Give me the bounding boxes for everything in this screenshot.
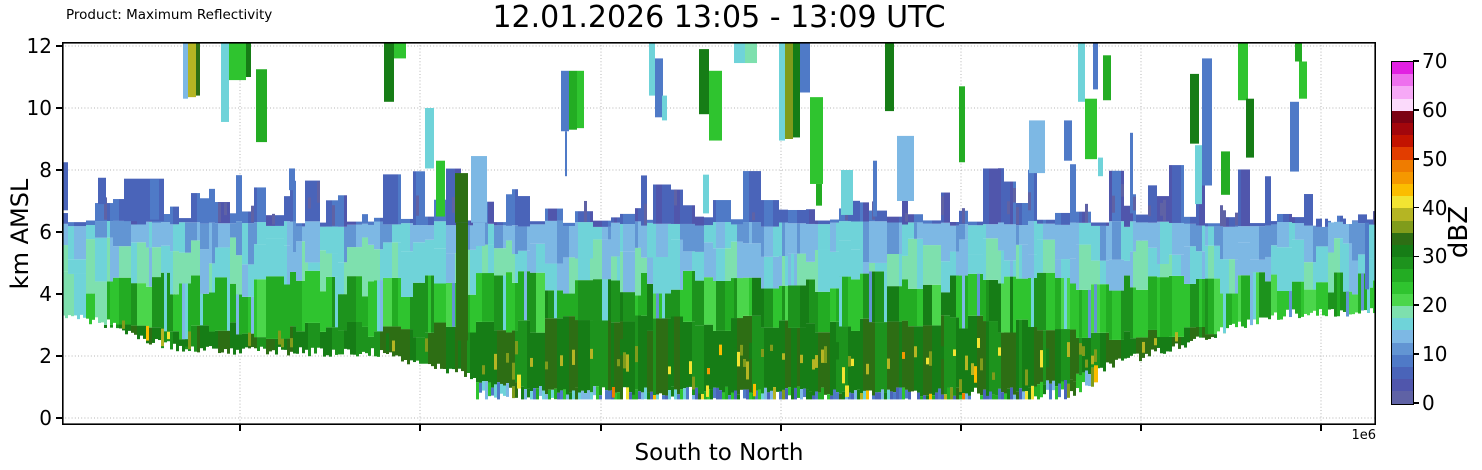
x-tick-mark — [960, 425, 962, 431]
colorbar-step — [1392, 147, 1413, 160]
colorbar-tick-label: 40 — [1422, 195, 1448, 220]
colorbar-step — [1392, 391, 1413, 404]
colorbar-step — [1392, 379, 1413, 392]
colorbar-tick-label: 0 — [1422, 391, 1435, 415]
colorbar-tick-label: 30 — [1422, 244, 1448, 269]
colorbar-step — [1392, 62, 1413, 75]
colorbar-step — [1392, 330, 1413, 343]
y-tick-mark — [56, 107, 62, 109]
x-tick-mark — [1140, 425, 1142, 431]
x-tick-mark — [780, 425, 782, 431]
y-tick-label: 2 — [39, 344, 52, 368]
x-axis-label: South to North — [634, 440, 804, 466]
colorbar-step — [1392, 232, 1413, 246]
x-tick-mark — [239, 425, 241, 431]
colorbar-step — [1392, 110, 1413, 124]
y-tick-mark — [56, 169, 62, 171]
colorbar-step — [1392, 123, 1413, 136]
colorbar-step — [1392, 281, 1413, 294]
upper-streak-cells — [63, 42, 1369, 398]
chart-title: 12.01.2026 13:05 - 13:09 UTC — [492, 0, 946, 35]
x-tick-mark — [600, 425, 602, 431]
colorbar-tick-mark — [1413, 353, 1419, 355]
colorbar — [1391, 61, 1414, 405]
colorbar-tick-label: 10 — [1422, 342, 1448, 367]
colorbar-tick-label: 20 — [1422, 293, 1448, 318]
colorbar-step — [1392, 342, 1413, 355]
colorbar-tick-label: 60 — [1422, 97, 1448, 122]
colorbar-tick-mark — [1413, 402, 1419, 404]
radar-cross-section-plot — [62, 42, 1376, 425]
colorbar-tick-mark — [1413, 157, 1419, 160]
x-tick-mark — [419, 425, 421, 431]
y-tick-mark — [56, 417, 62, 419]
x-axis-offset-label: 1e6 — [1351, 428, 1376, 443]
plot-border — [62, 42, 1376, 425]
colorbar-label: dBZ — [1444, 205, 1474, 259]
colorbar-tick-mark — [1413, 255, 1419, 258]
y-tick-mark — [56, 355, 62, 357]
y-tick-label: 12 — [26, 34, 52, 58]
y-tick-label: 6 — [39, 220, 52, 244]
x-tick-mark — [1320, 425, 1322, 431]
colorbar-tick-mark — [1413, 109, 1419, 111]
colorbar-tick-mark — [1413, 60, 1419, 62]
colorbar-step — [1392, 171, 1413, 185]
y-tick-label: 0 — [39, 406, 52, 430]
colorbar-step — [1392, 367, 1413, 380]
colorbar-step — [1392, 293, 1413, 307]
y-tick-mark — [56, 231, 62, 233]
colorbar-step — [1392, 354, 1413, 368]
colorbar-step — [1392, 318, 1413, 331]
colorbar-tick-label: 50 — [1422, 146, 1448, 171]
colorbar-step — [1392, 220, 1413, 233]
colorbar-step — [1392, 184, 1413, 197]
colorbar-step — [1392, 208, 1413, 221]
colorbar-step — [1392, 269, 1413, 282]
colorbar-step — [1392, 196, 1413, 209]
colorbar-step — [1392, 135, 1413, 148]
colorbar-step — [1392, 86, 1413, 99]
colorbar-step — [1392, 306, 1413, 319]
colorbar-step — [1392, 159, 1413, 172]
y-tick-label: 10 — [26, 96, 52, 120]
colorbar-step — [1392, 245, 1413, 258]
y-tick-mark — [56, 45, 62, 47]
colorbar-step — [1392, 98, 1413, 111]
y-tick-label: 8 — [39, 158, 52, 182]
colorbar-tick-mark — [1413, 206, 1419, 209]
colorbar-step — [1392, 257, 1413, 270]
product-label: Product: Maximum Reflectivity — [66, 7, 273, 23]
colorbar-step — [1392, 74, 1413, 87]
heatmap-columns — [62, 164, 1376, 400]
y-tick-mark — [56, 293, 62, 295]
colorbar-tick-mark — [1413, 304, 1419, 307]
colorbar-tick-label: 70 — [1422, 49, 1448, 73]
y-tick-label: 4 — [39, 282, 52, 306]
